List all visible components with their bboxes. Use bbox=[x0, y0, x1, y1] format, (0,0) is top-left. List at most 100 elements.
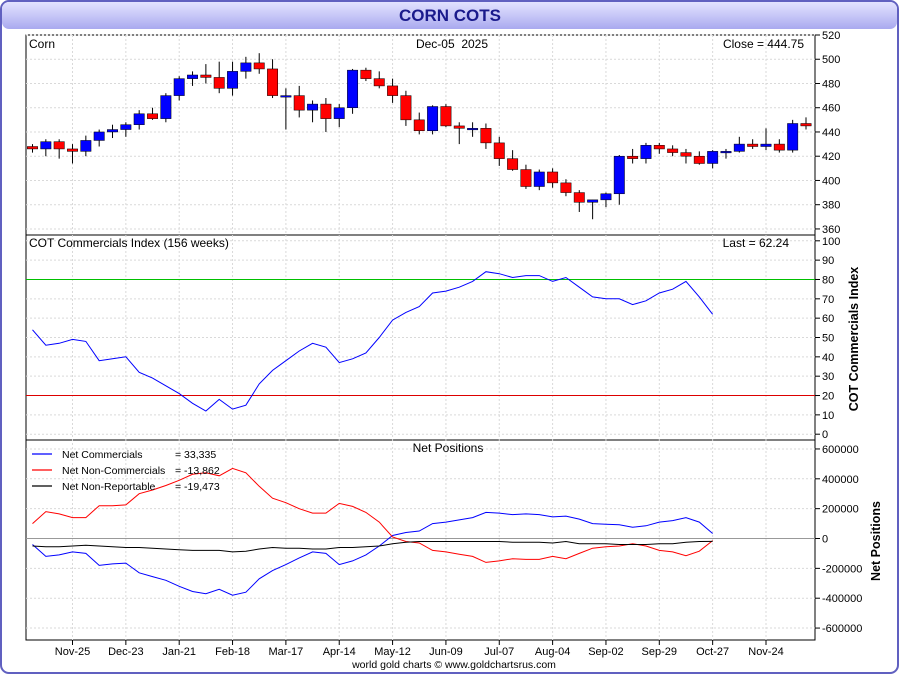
cot-index-series-line bbox=[32, 271, 714, 412]
y-tick-label: 10 bbox=[822, 410, 834, 422]
y-tick-label: -600000 bbox=[822, 623, 862, 635]
y-tick-label: 200000 bbox=[822, 504, 859, 516]
y-tick-label: 80 bbox=[822, 274, 834, 286]
candle-body bbox=[333, 107, 345, 119]
y-tick-label: 70 bbox=[822, 294, 834, 306]
candle-body bbox=[720, 151, 732, 154]
candle-body bbox=[467, 128, 479, 131]
cot-index-ylabel: COT Commercials Index bbox=[847, 267, 861, 412]
net-positions-ylabel: Net Positions bbox=[869, 501, 883, 581]
y-tick-label: 0 bbox=[822, 534, 828, 546]
x-tick-label: Sep-29 bbox=[642, 646, 677, 658]
header-bar bbox=[2, 2, 897, 29]
candle-body bbox=[80, 140, 92, 152]
footer-credit: world gold charts © www.goldchartsrus.co… bbox=[351, 659, 556, 671]
legend-non-commercials-name: Net Non-Commercials bbox=[62, 465, 165, 477]
x-tick-label: Jul-07 bbox=[484, 646, 514, 658]
candle-body bbox=[640, 145, 652, 159]
candle-body bbox=[427, 106, 439, 132]
candle-body bbox=[373, 78, 385, 87]
x-tick-label: Nov-24 bbox=[748, 646, 783, 658]
price-label: Corn bbox=[29, 37, 55, 51]
y-tick-label: -200000 bbox=[822, 563, 862, 575]
candle-body bbox=[200, 74, 212, 78]
candle-body bbox=[267, 68, 279, 96]
candle-body bbox=[573, 192, 585, 203]
candle-body bbox=[413, 119, 425, 132]
candle-body bbox=[67, 148, 78, 152]
legend-commercials-name: Net Commercials bbox=[62, 449, 143, 461]
candle-body bbox=[320, 103, 332, 119]
legend: Net Commercials = 33,335 Net Non-Commerc… bbox=[32, 449, 220, 493]
net-non-commercials-line bbox=[32, 467, 713, 563]
y-tick-label: 100 bbox=[822, 236, 840, 248]
y-tick-label: 40 bbox=[822, 352, 834, 364]
close-label: Close = 444.75 bbox=[723, 37, 804, 51]
candle-body bbox=[440, 106, 452, 127]
candle-body bbox=[40, 141, 52, 150]
y-tick-label: 520 bbox=[822, 30, 840, 42]
candle-body bbox=[560, 182, 572, 193]
y-tick-label: 400 bbox=[822, 175, 840, 187]
price-candles bbox=[27, 53, 812, 220]
candle-body bbox=[133, 113, 145, 125]
net-positions-title: Net Positions bbox=[413, 441, 484, 455]
x-tick-label: Feb-18 bbox=[215, 646, 250, 658]
candle-body bbox=[747, 143, 759, 147]
x-tick-label: May-12 bbox=[374, 646, 411, 658]
candle-body bbox=[93, 131, 105, 141]
candle-body bbox=[600, 193, 612, 201]
cot-index-title: COT Commercials Index (156 weeks) bbox=[29, 236, 229, 250]
y-tick-label: 500 bbox=[822, 54, 840, 66]
candle-body bbox=[120, 124, 132, 130]
x-tick-label: Oct-27 bbox=[696, 646, 729, 658]
y-tick-label: 30 bbox=[822, 371, 834, 383]
candle-body bbox=[53, 141, 65, 150]
candle-body bbox=[147, 113, 158, 119]
net-positions-lines bbox=[32, 467, 713, 596]
candle-body bbox=[493, 142, 505, 159]
candle-body bbox=[27, 146, 38, 150]
candle-body bbox=[347, 69, 359, 108]
y-tick-label: 90 bbox=[822, 255, 834, 267]
page-title: CORN COTS bbox=[399, 6, 501, 25]
candle-body bbox=[800, 123, 812, 127]
reference-lines bbox=[26, 278, 815, 540]
cot-index-line bbox=[32, 271, 714, 412]
legend-non-reportable-value: = -19,473 bbox=[175, 481, 220, 493]
candle-body bbox=[707, 151, 719, 164]
candle-body bbox=[693, 155, 705, 164]
candle-body bbox=[760, 143, 772, 147]
candle-body bbox=[280, 95, 292, 98]
x-tick-label: Mar-17 bbox=[268, 646, 303, 658]
candle-body bbox=[400, 95, 412, 121]
candle-body bbox=[160, 95, 172, 119]
date-label: Dec-05 2025 bbox=[416, 37, 488, 51]
candle-body bbox=[387, 85, 399, 96]
candle-body bbox=[653, 145, 665, 150]
candle-body bbox=[787, 123, 799, 151]
candle-body bbox=[293, 95, 305, 111]
candle-body bbox=[240, 62, 252, 72]
candle-body bbox=[587, 199, 599, 203]
y-tick-label: 440 bbox=[822, 127, 840, 139]
candle-body bbox=[187, 74, 198, 79]
candle-body bbox=[667, 148, 679, 153]
candle-body bbox=[733, 143, 745, 152]
x-tick-label: Aug-04 bbox=[535, 646, 570, 658]
y-tick-label: 460 bbox=[822, 103, 840, 115]
legend-commercials-value: = 33,335 bbox=[175, 449, 216, 461]
candle-body bbox=[773, 143, 785, 151]
x-tick-label: Jun-09 bbox=[429, 646, 463, 658]
y-tick-label: 600000 bbox=[822, 444, 859, 456]
x-tick-label: Nov-25 bbox=[55, 646, 90, 658]
x-tick-label: Sep-02 bbox=[588, 646, 623, 658]
candle-body bbox=[227, 71, 238, 89]
candle-body bbox=[173, 78, 185, 96]
y-tick-label: 20 bbox=[822, 391, 834, 403]
candle-body bbox=[480, 128, 492, 144]
y-tick-label: 0 bbox=[822, 429, 828, 441]
